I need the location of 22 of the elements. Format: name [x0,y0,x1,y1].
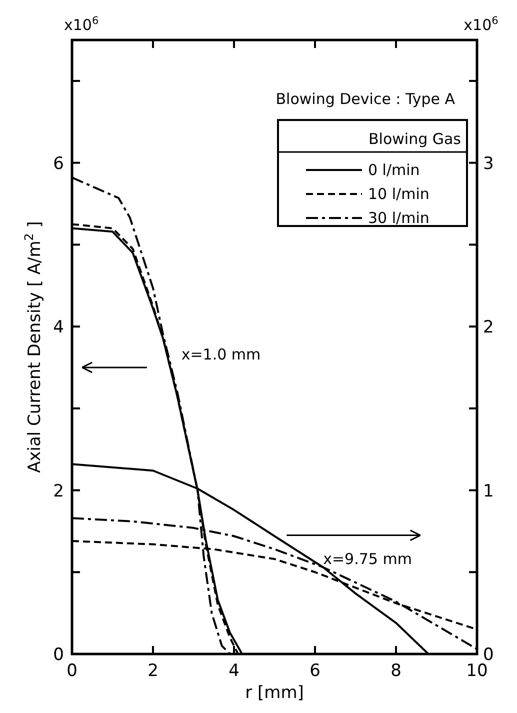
x-axis-title: r [mm] [245,683,304,703]
legend-label: 0 l/min [368,161,420,179]
x-tick-label: 8 [390,661,402,681]
y-tick-label: 4 [53,318,64,338]
y-tick-label: 2 [53,481,64,502]
annotation: x=9.75 mm [323,550,412,568]
x-tick-label: 4 [228,661,240,681]
legend-label: 30 l/min [368,209,430,227]
text: x10$^{6}$ [64,15,99,34]
y2-tick-label: 2 [483,318,494,338]
text: x10$^{6}$ [464,15,499,34]
x-tick-label: 0 [66,661,78,681]
annotation: Blowing Device : Type A [276,90,456,108]
annotation: x=1.0 mm [181,345,261,364]
y2-tick-label: 3 [483,154,494,174]
y-tick-label: 6 [53,154,64,174]
y2-tick-label: 1 [483,481,494,502]
y-tick-label: 0 [53,645,64,665]
x-tick-label: 6 [310,661,320,681]
x-tick-label: 2 [148,661,158,681]
legend-title: Blowing Gas [368,130,462,148]
legend-label: 10 l/min [368,185,430,203]
